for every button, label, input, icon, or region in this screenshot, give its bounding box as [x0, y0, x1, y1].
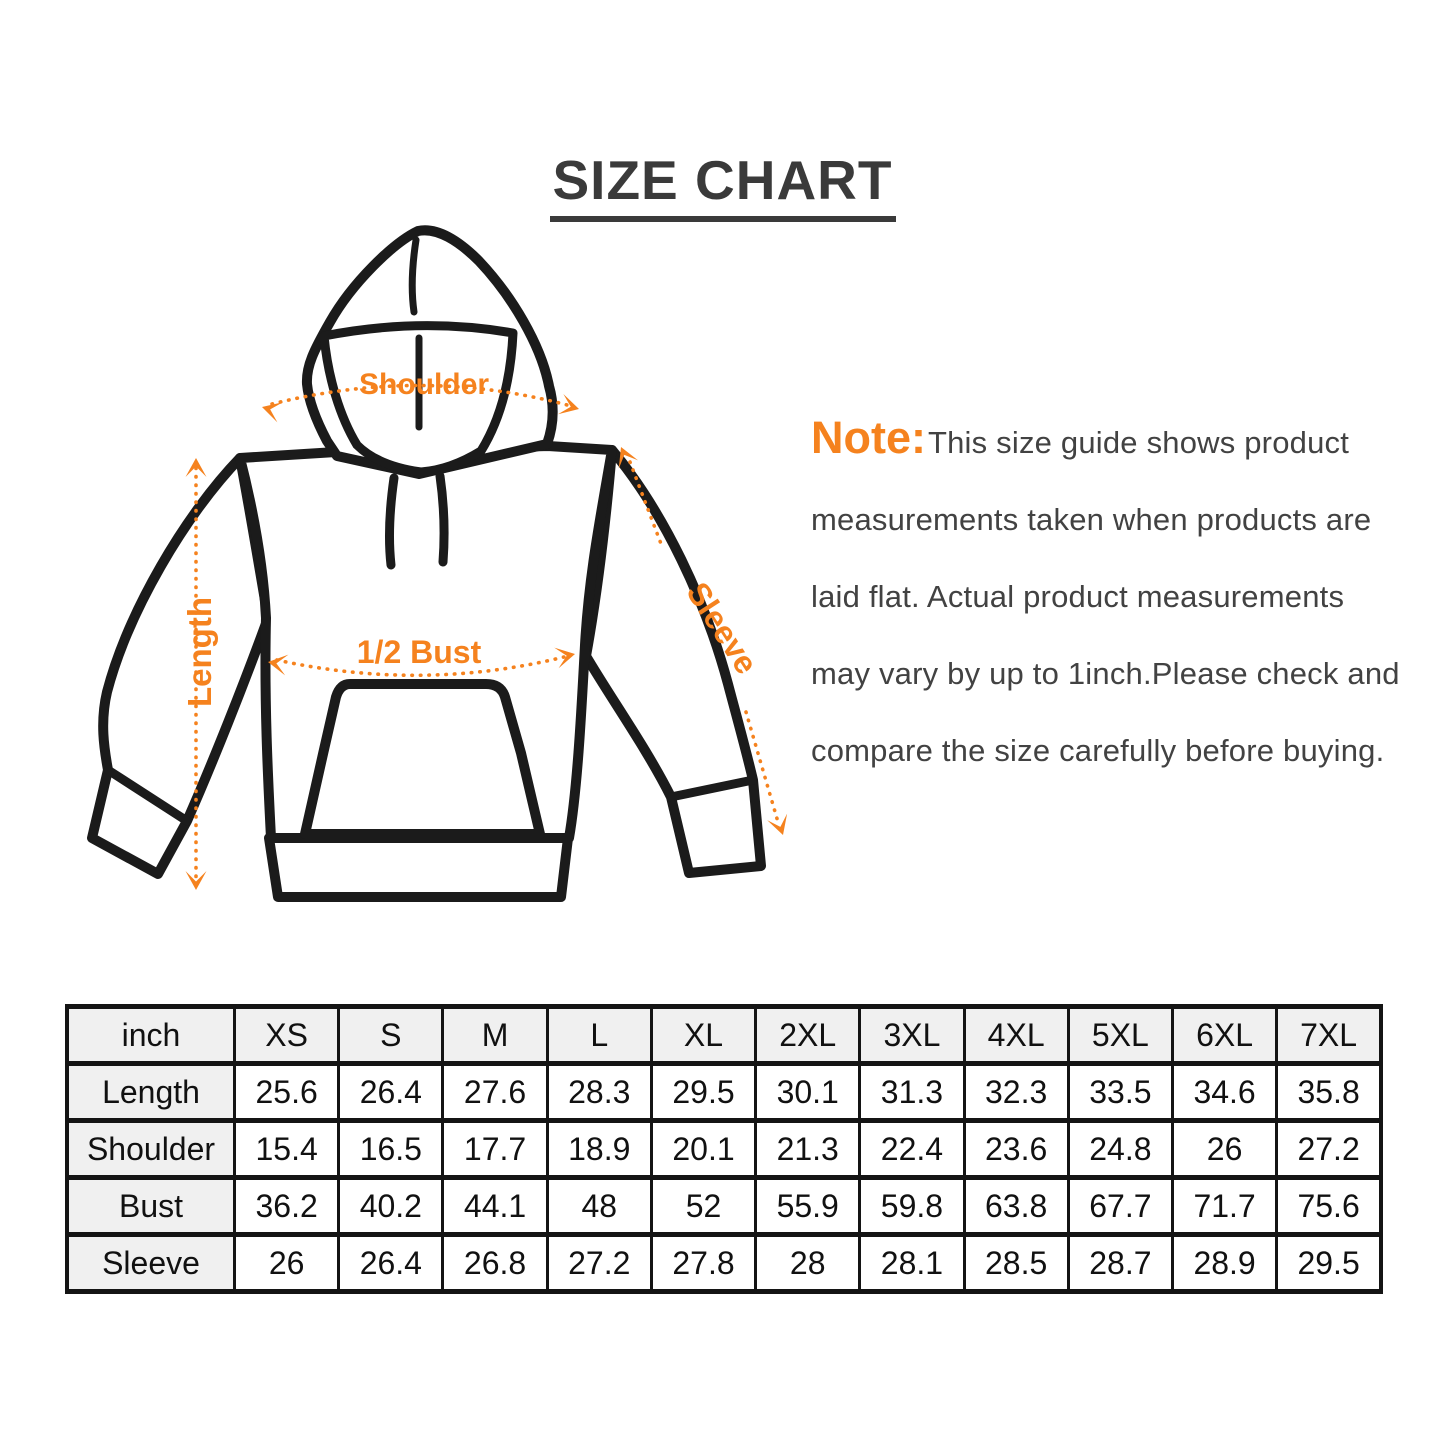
sleeve-arrowhead-bottom — [767, 813, 793, 839]
left-cuff-crease — [103, 765, 192, 826]
table-value-cell: 55.9 — [754, 1175, 862, 1237]
table-value-cell: 15.4 — [232, 1118, 341, 1180]
shoulder-arrowhead-right — [557, 393, 582, 420]
right-cuff-crease — [666, 775, 758, 802]
table-value-cell: 27.2 — [1275, 1118, 1383, 1180]
drawstring-left — [385, 473, 399, 570]
table-value-cell: 27.6 — [441, 1061, 549, 1123]
table-value-cell: 28.3 — [545, 1061, 653, 1123]
note-line: laid flat. Actual product measurements — [811, 579, 1345, 614]
page-title: SIZE CHART — [549, 153, 896, 222]
table-row: Sleeve 26 26.4 26.8 27.2 27.8 28 28.1 28.5 28.7 28… — [65, 1232, 1383, 1294]
table-value-cell: 21.3 — [754, 1118, 862, 1180]
table-size-header-cell: 4XL — [962, 1004, 1070, 1066]
table-value-cell: 28.1 — [858, 1232, 966, 1294]
hood-center-seam-upper — [408, 236, 420, 316]
table-value-cell: 18.9 — [545, 1118, 653, 1180]
table-value-cell: 22.4 — [858, 1118, 966, 1180]
drawstring-right — [435, 471, 449, 567]
table-value-cell: 29.5 — [649, 1061, 758, 1123]
table-size-header-cell: 3XL — [858, 1004, 966, 1066]
table-value-cell: 31.3 — [858, 1061, 966, 1123]
table-value-cell: 29.5 — [1275, 1232, 1383, 1294]
table-value-cell: 17.7 — [441, 1118, 549, 1180]
table-size-header-cell: XS — [232, 1004, 341, 1066]
shoulder-arrow-line — [270, 383, 573, 408]
shoulder-label: Shoulder — [359, 368, 489, 401]
table-value-cell: 36.2 — [232, 1175, 341, 1237]
table-size-header-cell: 2XL — [754, 1004, 862, 1066]
table-row-label-cell: Length — [65, 1061, 236, 1123]
table-value-cell: 67.7 — [1066, 1175, 1174, 1237]
table-value-cell: 24.8 — [1066, 1118, 1174, 1180]
table-value-cell: 23.6 — [962, 1118, 1070, 1180]
table-value-cell: 28.7 — [1066, 1232, 1174, 1294]
hoodie-measurement-diagram: Shoulder Length 1/2 Bust Sleeve — [87, 225, 793, 902]
table-row: Shoulder 15.4 16.5 17.7 18.9 20.1 21.3 22.4 23.6… — [65, 1118, 1383, 1180]
table-value-cell: 27.8 — [649, 1232, 758, 1294]
table-value-cell: 40.2 — [337, 1175, 445, 1237]
table-body: Length 25.6 26.4 27.6 28.3 29.5 30.1 31.3 32.3 33… — [65, 1061, 1383, 1294]
table-size-header-cell: 7XL — [1275, 1004, 1383, 1066]
table-value-cell: 16.5 — [337, 1118, 445, 1180]
note-line: Note:This size guide shows product — [811, 399, 1445, 481]
table-value-cell: 28.9 — [1170, 1232, 1279, 1294]
table-value-cell: 26.4 — [337, 1061, 445, 1123]
hem-band — [264, 833, 573, 902]
table-value-cell: 26.4 — [337, 1232, 445, 1294]
table-value-cell: 26 — [1170, 1118, 1279, 1180]
kangaroo-pocket — [300, 679, 545, 839]
measurement-arrows — [194, 383, 780, 884]
table-value-cell: 75.6 — [1275, 1175, 1383, 1237]
table-value-cell: 44.1 — [441, 1175, 549, 1237]
half-bust-arrow-line — [275, 655, 566, 678]
table-value-cell: 63.8 — [962, 1175, 1070, 1237]
sleeve-arrow-line-upper — [628, 460, 665, 551]
table-value-cell: 26.8 — [441, 1232, 549, 1294]
table-value-cell: 59.8 — [858, 1175, 966, 1237]
right-sleeve — [581, 445, 766, 878]
table-size-header-cell: 6XL — [1170, 1004, 1279, 1066]
table-header-row: inch XS S M L XL 2XL 3XL 4XL 5XL 6XL 7XL — [65, 1004, 1383, 1066]
table-value-cell: 25.6 — [232, 1061, 341, 1123]
table-row: Bust 36.2 40.2 44.1 48 52 55.9 59.8 63.8 67.7 71.7… — [65, 1175, 1383, 1237]
table-value-cell: 34.6 — [1170, 1061, 1279, 1123]
table-size-header-cell: L — [545, 1004, 653, 1066]
table-value-cell: 71.7 — [1170, 1175, 1279, 1237]
table-size-header-cell: S — [337, 1004, 445, 1066]
table-value-cell: 32.3 — [962, 1061, 1070, 1123]
length-arrowhead-bottom — [185, 871, 207, 890]
note-block: Note:This size guide shows product measu… — [811, 399, 1445, 789]
note-line: measurements taken when products are — [811, 502, 1372, 537]
table-value-cell: 52 — [649, 1175, 758, 1237]
note-line: compare the size carefully before buying… — [811, 733, 1385, 768]
table-value-cell: 27.2 — [545, 1232, 653, 1294]
table-value-cell: 28 — [754, 1232, 862, 1294]
note-label: Note: — [811, 412, 926, 463]
hoodie-detail-lines — [103, 236, 758, 826]
hoodie-outline-drawing — [87, 225, 766, 902]
table-value-cell: 28.5 — [962, 1232, 1070, 1294]
table-row-label-cell: Sleeve — [65, 1232, 236, 1294]
size-table: inch XS S M L XL 2XL 3XL 4XL 5XL 6XL 7XL Length 25.6… — [65, 1004, 1383, 1294]
sleeve-arrow-line-lower — [744, 710, 780, 824]
table-row-label-cell: Shoulder — [65, 1118, 236, 1180]
table-size-header-cell: M — [441, 1004, 549, 1066]
table-value-cell: 35.8 — [1275, 1061, 1383, 1123]
half-bust-label: 1/2 Bust — [357, 634, 482, 670]
table-value-cell: 48 — [545, 1175, 653, 1237]
length-label: Length — [181, 597, 218, 707]
table-row: Length 25.6 26.4 27.6 28.3 29.5 30.1 31.3 32.3 33… — [65, 1061, 1383, 1123]
note-text: This size guide shows product — [927, 425, 1350, 460]
table-value-cell: 26 — [232, 1232, 341, 1294]
table-size-header-cell: XL — [649, 1004, 758, 1066]
table-unit-header-cell: inch — [65, 1004, 236, 1066]
table-row-label-cell: Bust — [65, 1175, 236, 1237]
table-value-cell: 20.1 — [649, 1118, 758, 1180]
table-value-cell: 30.1 — [754, 1061, 862, 1123]
table-size-header-cell: 5XL — [1066, 1004, 1174, 1066]
note-line: may vary by up to 1inch.Please check and — [811, 656, 1400, 691]
table-value-cell: 33.5 — [1066, 1061, 1174, 1123]
